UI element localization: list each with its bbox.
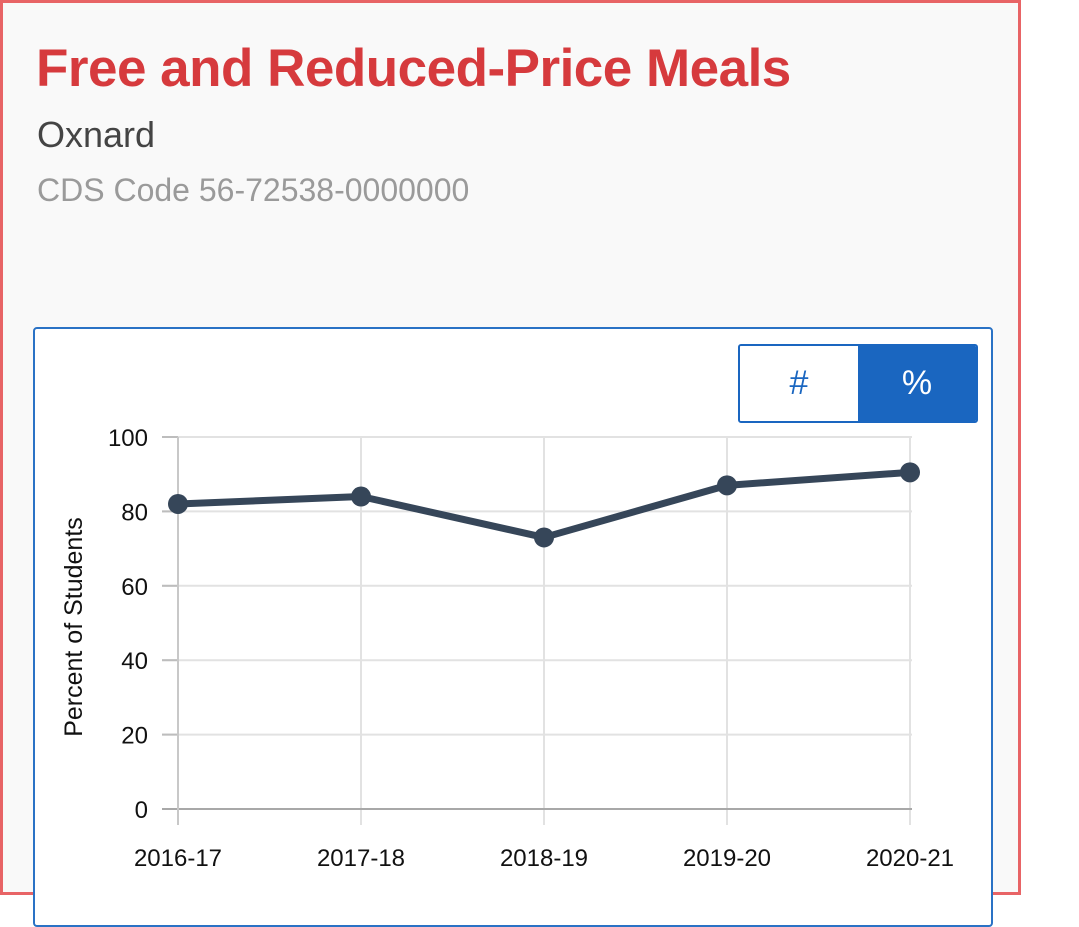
chart-axes bbox=[162, 436, 912, 825]
y-tick-label: 40 bbox=[121, 648, 148, 675]
y-tick-label: 20 bbox=[121, 723, 148, 750]
chart-ticks: 0 20 40 60 80 100 2016-17 2017-18 2018-19 2019-20… bbox=[108, 425, 954, 872]
data-point[interactable] bbox=[351, 486, 371, 507]
count-toggle-button[interactable]: # bbox=[740, 346, 858, 421]
data-point[interactable] bbox=[900, 462, 920, 483]
chart-panel bbox=[33, 327, 993, 927]
y-tick-label: 80 bbox=[121, 499, 148, 526]
data-point[interactable] bbox=[534, 527, 554, 548]
x-tick-label: 2016-17 bbox=[134, 845, 222, 872]
y-tick-label: 100 bbox=[108, 425, 148, 452]
y-tick-label: 60 bbox=[121, 574, 148, 601]
x-tick-label: 2017-18 bbox=[317, 845, 405, 872]
chart-series bbox=[168, 462, 920, 548]
data-point[interactable] bbox=[717, 475, 737, 496]
page-title: Free and Reduced-Price Meals bbox=[36, 39, 791, 98]
chart-grid bbox=[162, 436, 912, 825]
x-tick-label: 2018-19 bbox=[500, 845, 588, 872]
district-name: Oxnard bbox=[37, 114, 156, 155]
percent-toggle-button[interactable]: % bbox=[858, 346, 976, 421]
x-tick-label: 2020-21 bbox=[866, 845, 954, 872]
y-axis-label: Percent of Students bbox=[60, 517, 88, 737]
cds-code: CDS Code 56-72538-0000000 bbox=[37, 172, 470, 208]
data-point[interactable] bbox=[168, 493, 188, 514]
line-chart: 0 20 40 60 80 100 2016-17 2017-18 2018-19 2019-20… bbox=[60, 425, 954, 872]
y-tick-label: 0 bbox=[135, 797, 148, 824]
count-percent-toggle[interactable]: # % bbox=[738, 344, 978, 423]
x-tick-label: 2019-20 bbox=[683, 845, 771, 872]
